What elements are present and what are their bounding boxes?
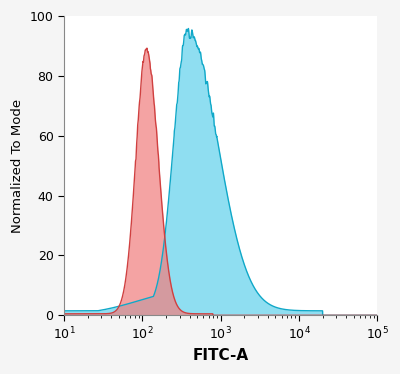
Y-axis label: Normalized To Mode: Normalized To Mode xyxy=(11,99,24,233)
X-axis label: FITC-A: FITC-A xyxy=(193,348,249,363)
